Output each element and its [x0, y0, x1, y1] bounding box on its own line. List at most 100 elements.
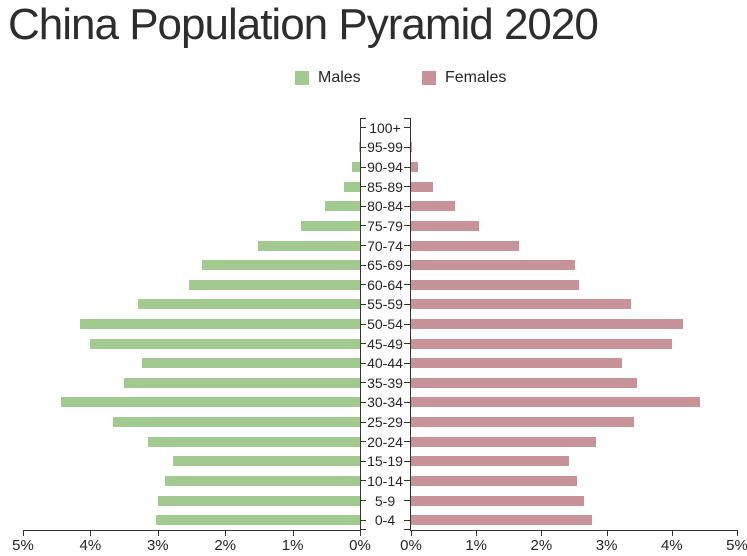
age-axis-label: 20-24 [367, 433, 403, 450]
female-axis-tick [404, 166, 410, 168]
legend-females-label: Females [445, 69, 507, 86]
female-pct-tick [671, 530, 673, 536]
bar-males-65-69 [201, 260, 360, 271]
female-axis-tick [404, 323, 410, 325]
male-axis-tick [360, 303, 366, 305]
female-pct-label: 1% [465, 537, 488, 554]
bar-males-40-44 [141, 358, 360, 369]
male-axis-tick [360, 186, 366, 188]
bar-females-70-74 [411, 240, 519, 251]
male-axis-tick [360, 284, 366, 286]
bar-females-0-4 [411, 515, 592, 526]
male-axis-tick [360, 343, 366, 345]
bar-males-60-64 [189, 279, 360, 290]
male-axis-tick [360, 519, 366, 521]
bar-females-30-34 [411, 397, 700, 408]
bar-males-95-99 [359, 142, 360, 153]
bar-males-80-84 [324, 201, 360, 212]
male-bottom-axis-line [23, 530, 361, 531]
female-axis-tick [404, 225, 410, 227]
bar-females-65-69 [411, 260, 575, 271]
female-axis-tick [404, 186, 410, 188]
male-pct-label: 4% [79, 537, 102, 554]
bar-females-60-64 [411, 279, 579, 290]
male-pct-label: 2% [214, 537, 237, 554]
female-pct-tick [541, 530, 543, 536]
age-axis-label: 15-19 [367, 453, 403, 470]
age-axis-label: 35-39 [367, 374, 403, 391]
bar-females-80-84 [411, 201, 456, 212]
age-axis-label: 95-99 [367, 139, 403, 156]
age-axis-label: 25-29 [367, 414, 403, 431]
male-axis-tick [360, 500, 366, 502]
male-axis-tick [360, 166, 366, 168]
bar-males-85-89 [343, 181, 360, 192]
female-pct-label: 3% [595, 537, 618, 554]
male-axis-tick [360, 362, 366, 364]
female-axis-tick [404, 421, 410, 423]
female-pct-label: 2% [530, 537, 553, 554]
bar-females-95-99 [411, 142, 412, 153]
female-axis-tick [404, 146, 410, 148]
age-axis-label: 85-89 [367, 178, 403, 195]
female-pct-tick [737, 530, 738, 536]
age-axis-label: 80-84 [367, 198, 403, 215]
female-center-axis-line [410, 118, 411, 530]
male-axis-endcap [360, 529, 366, 530]
age-axis-label: 0-4 [374, 512, 396, 529]
male-pct-tick [157, 530, 159, 536]
male-pct-label: 0% [349, 537, 371, 554]
bar-males-20-24 [147, 436, 360, 447]
chart-title: China Population Pyramid 2020 [8, 0, 599, 49]
bar-females-90-94 [411, 162, 418, 173]
male-pct-label: 3% [146, 537, 169, 554]
age-axis-label: 30-34 [367, 394, 403, 411]
bar-males-15-19 [172, 456, 360, 467]
bar-females-35-39 [411, 377, 638, 388]
age-axis-label: 100+ [369, 119, 401, 136]
female-pct-tick [476, 530, 478, 536]
bar-males-0-4 [155, 515, 360, 526]
female-axis-tick [404, 362, 410, 364]
bar-males-90-94 [351, 162, 360, 173]
legend-males-label: Males [318, 69, 361, 86]
male-axis-tick [360, 205, 366, 207]
female-axis-tick [404, 303, 410, 305]
female-axis-tick [404, 284, 410, 286]
males-swatch-icon [295, 71, 309, 85]
age-axis-label: 5-9 [374, 492, 396, 509]
female-axis-tick [404, 460, 410, 462]
female-bottom-axis-line [410, 530, 737, 531]
female-axis-tick [404, 500, 410, 502]
male-pct-tick [225, 530, 227, 536]
female-pct-tick [606, 530, 608, 536]
female-axis-tick [404, 401, 410, 403]
bar-females-5-9 [411, 495, 584, 506]
legend-item-females[interactable]: Females [422, 68, 506, 88]
male-axis-tick [360, 264, 366, 266]
bar-males-75-79 [300, 220, 360, 231]
male-axis-tick [360, 460, 366, 462]
male-axis-tick [360, 323, 366, 325]
legend-item-males[interactable]: Males [295, 68, 361, 88]
male-axis-tick [360, 382, 366, 384]
females-swatch-icon [422, 71, 436, 85]
female-axis-tick [404, 519, 410, 521]
female-pct-label: 0% [400, 537, 422, 554]
male-axis-tick [360, 225, 366, 227]
bar-females-75-79 [411, 220, 479, 231]
female-pct-label: 5% [726, 537, 747, 554]
male-axis-tick [360, 421, 366, 423]
female-axis-tick [404, 343, 410, 345]
female-axis-tick [404, 382, 410, 384]
female-pct-label: 4% [660, 537, 683, 554]
female-axis-tick [404, 264, 410, 266]
male-center-axis-line [360, 118, 361, 530]
bar-females-15-19 [411, 456, 570, 467]
male-pct-label: 1% [281, 537, 304, 554]
bar-females-10-14 [411, 475, 577, 486]
male-axis-tick [360, 401, 366, 403]
age-axis-label: 60-64 [367, 276, 403, 293]
male-axis-tick [360, 480, 366, 482]
